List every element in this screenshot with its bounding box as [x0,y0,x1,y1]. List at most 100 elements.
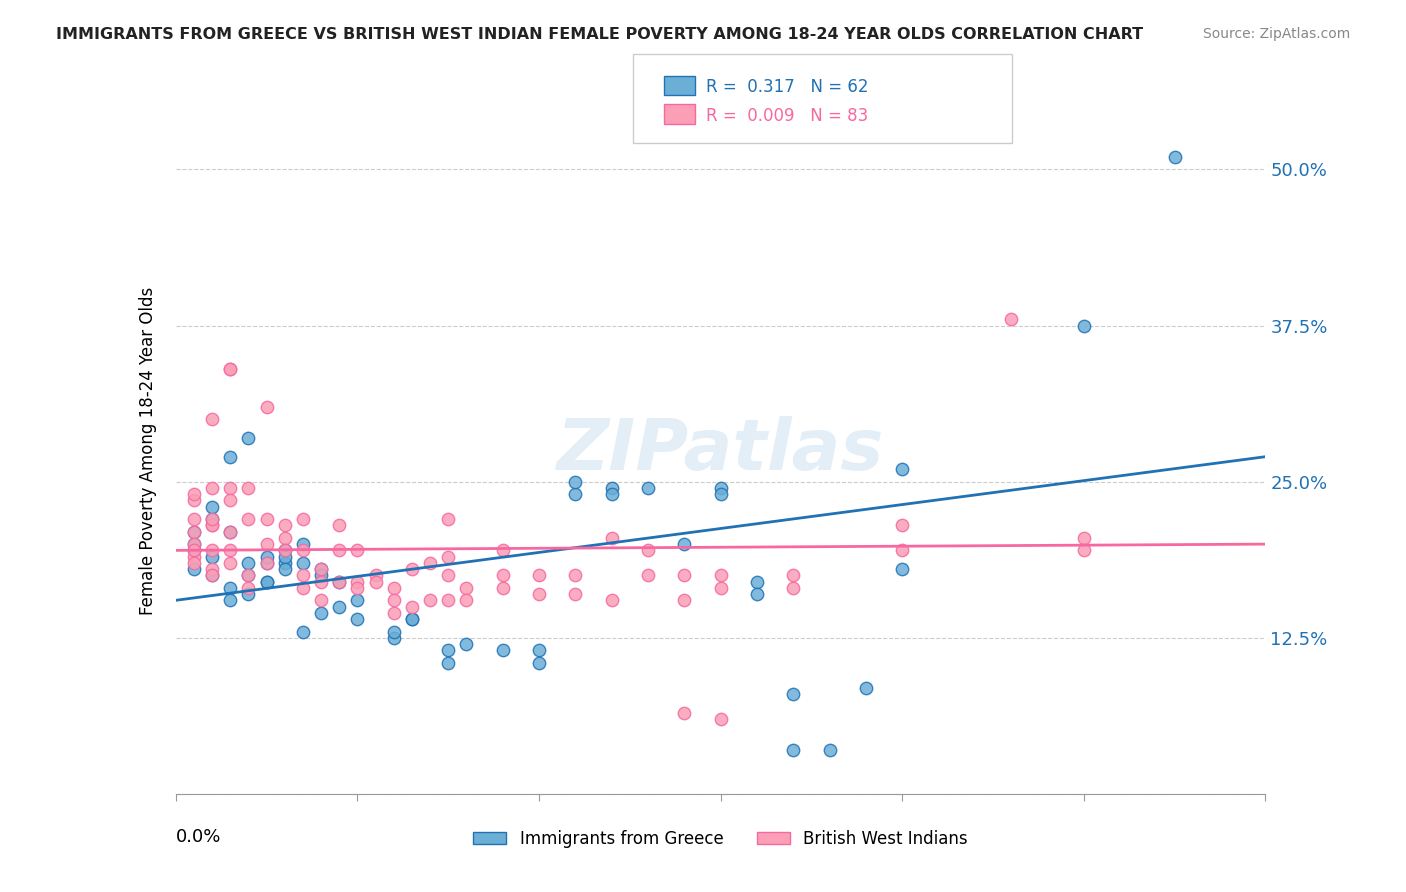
Immigrants from Greece [274,543,297,558]
Immigrants from Greece [291,556,314,570]
Immigrants from Greece [346,612,368,626]
Immigrants from Greece [710,481,733,495]
British West Indians [346,543,368,558]
British West Indians [219,556,242,570]
British West Indians [219,524,242,539]
British West Indians [183,537,205,551]
British West Indians [183,556,205,570]
British West Indians [274,518,297,533]
British West Indians [600,593,623,607]
British West Indians [201,512,224,526]
British West Indians [201,518,224,533]
British West Indians [256,400,278,414]
British West Indians [364,568,387,582]
Immigrants from Greece [183,524,205,539]
Immigrants from Greece [201,512,224,526]
Immigrants from Greece [274,549,297,564]
British West Indians [673,568,696,582]
Immigrants from Greece [456,637,478,651]
Immigrants from Greece [710,487,733,501]
British West Indians [382,593,405,607]
Immigrants from Greece [183,543,205,558]
British West Indians [1073,531,1095,545]
British West Indians [238,568,260,582]
Immigrants from Greece [291,624,314,639]
British West Indians [891,518,914,533]
Immigrants from Greece [745,587,768,601]
British West Indians [1000,312,1022,326]
Immigrants from Greece [309,568,332,582]
British West Indians [492,568,515,582]
British West Indians [673,593,696,607]
Immigrants from Greece [256,556,278,570]
British West Indians [782,581,804,595]
Immigrants from Greece [1073,318,1095,333]
British West Indians [382,606,405,620]
Text: ZIPatlas: ZIPatlas [557,416,884,485]
British West Indians [419,556,441,570]
Text: IMMIGRANTS FROM GREECE VS BRITISH WEST INDIAN FEMALE POVERTY AMONG 18-24 YEAR OL: IMMIGRANTS FROM GREECE VS BRITISH WEST I… [56,27,1143,42]
Immigrants from Greece [600,487,623,501]
British West Indians [437,549,460,564]
British West Indians [637,568,659,582]
British West Indians [527,568,550,582]
Immigrants from Greece [238,556,260,570]
British West Indians [364,574,387,589]
British West Indians [291,568,314,582]
British West Indians [492,581,515,595]
Immigrants from Greece [274,562,297,576]
British West Indians [201,562,224,576]
Immigrants from Greece [183,562,205,576]
British West Indians [201,518,224,533]
British West Indians [256,512,278,526]
Immigrants from Greece [891,462,914,476]
Immigrants from Greece [855,681,877,695]
British West Indians [256,537,278,551]
Immigrants from Greece [673,537,696,551]
Immigrants from Greece [401,612,423,626]
British West Indians [219,362,242,376]
Immigrants from Greece [782,687,804,701]
Immigrants from Greece [291,537,314,551]
Immigrants from Greece [564,487,586,501]
British West Indians [673,706,696,720]
British West Indians [201,543,224,558]
Immigrants from Greece [382,631,405,645]
Immigrants from Greece [527,643,550,657]
Immigrants from Greece [782,743,804,757]
Immigrants from Greece [219,593,242,607]
British West Indians [401,599,423,614]
Immigrants from Greece [328,599,350,614]
British West Indians [382,581,405,595]
Immigrants from Greece [382,624,405,639]
British West Indians [419,593,441,607]
British West Indians [201,412,224,426]
Immigrants from Greece [527,656,550,670]
British West Indians [328,574,350,589]
British West Indians [183,493,205,508]
British West Indians [328,518,350,533]
British West Indians [274,531,297,545]
British West Indians [201,481,224,495]
Immigrants from Greece [328,574,350,589]
Immigrants from Greece [201,500,224,514]
Immigrants from Greece [201,549,224,564]
Text: 0.0%: 0.0% [176,828,221,846]
British West Indians [309,562,332,576]
British West Indians [637,543,659,558]
Immigrants from Greece [238,568,260,582]
Immigrants from Greece [183,537,205,551]
Immigrants from Greece [256,549,278,564]
British West Indians [600,531,623,545]
British West Indians [346,574,368,589]
British West Indians [437,593,460,607]
British West Indians [401,562,423,576]
Immigrants from Greece [238,587,260,601]
Text: Source: ZipAtlas.com: Source: ZipAtlas.com [1202,27,1350,41]
Immigrants from Greece [309,606,332,620]
Immigrants from Greece [818,743,841,757]
British West Indians [238,512,260,526]
British West Indians [710,712,733,726]
Immigrants from Greece [437,656,460,670]
Immigrants from Greece [891,562,914,576]
